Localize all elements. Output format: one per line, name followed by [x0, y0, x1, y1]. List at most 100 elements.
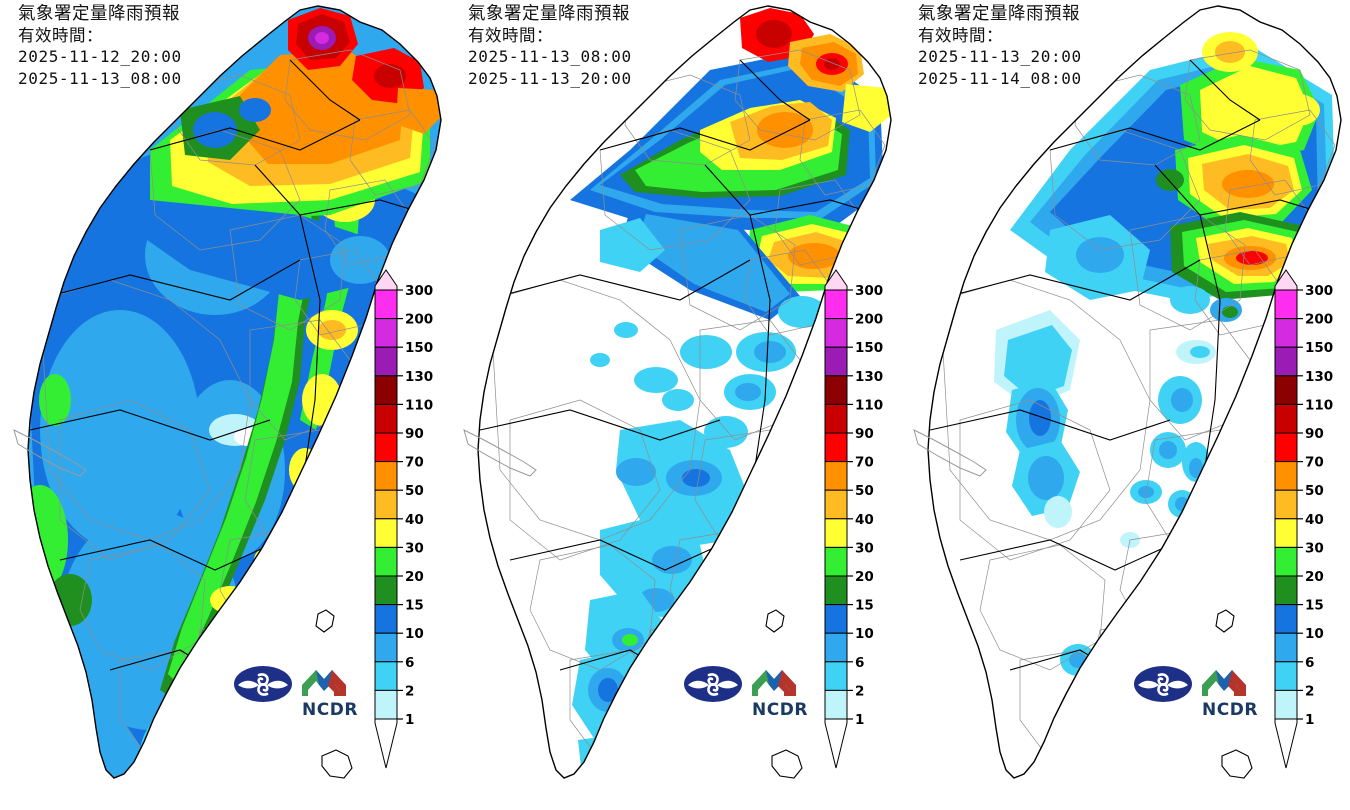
colorbar-tick: 300: [1305, 283, 1333, 299]
colorbar-tick: 15: [855, 598, 874, 614]
rainfall-colorbar: 300 200 150 130 110 90 70 50 40 30 20 15…: [822, 268, 883, 788]
colorbar-ticks: [1297, 289, 1303, 720]
green-island: [1215, 609, 1235, 633]
colorbar-tick: 1: [405, 712, 414, 728]
orchid-island: [321, 749, 353, 779]
colorbar-tick: 200: [855, 312, 883, 328]
colorbar-tick: 150: [855, 340, 883, 356]
penghu-islet: [13, 429, 87, 477]
colorbar-tick: 40: [855, 512, 874, 528]
ncdr-logo: NCDR: [1202, 670, 1258, 720]
orchid-island: [771, 749, 803, 779]
penghu-islet: [913, 429, 987, 477]
taiwan-coastline: [927, 5, 1342, 779]
forecast-panel: 氣象署定量降雨預報 有效時間： 2025-11-12_20:00 2025-11…: [0, 0, 450, 810]
panel-title: 氣象署定量降雨預報: [468, 4, 630, 24]
colorbar-tick: 70: [1305, 455, 1324, 471]
valid-time-to: 2025-11-13_08:00: [18, 68, 182, 88]
colorbar-tick: 20: [855, 569, 874, 585]
colorbar-tick: 90: [855, 426, 874, 442]
colorbar-tick: 20: [1305, 569, 1324, 585]
panel-header: 氣象署定量降雨預報 有效時間： 2025-11-13_20:00 2025-11…: [918, 4, 1082, 89]
colorbar-tick: 1: [1305, 712, 1314, 728]
colorbar-tick: 6: [855, 655, 864, 671]
colorbar-tick: 90: [405, 426, 424, 442]
colorbar-tick: 2: [1305, 683, 1314, 699]
colorbar-tick: 130: [405, 369, 433, 385]
forecast-panel: 氣象署定量降雨預報 有效時間： 2025-11-13_20:00 2025-11…: [900, 0, 1350, 810]
colorbar-tick: 300: [855, 283, 883, 299]
valid-time-from: 2025-11-13_08:00: [468, 47, 632, 66]
colorbar-tick: 50: [855, 483, 874, 499]
colorbar-tick: 50: [405, 483, 424, 499]
colorbar-tick: 30: [405, 540, 424, 556]
logo-group: NCDR: [232, 658, 372, 720]
colorbar-tick: 10: [405, 626, 424, 642]
panel-title: 氣象署定量降雨預報: [18, 4, 180, 24]
ncdr-logo: NCDR: [302, 670, 357, 720]
ncdr-logo-text: NCDR: [1202, 700, 1258, 720]
colorbar-tick: 10: [1305, 626, 1324, 642]
colorbar-tick: 30: [855, 540, 874, 556]
colorbar-tick: 150: [1305, 340, 1333, 356]
logo-group: NCDR: [682, 658, 822, 720]
colorbar-tick: 130: [855, 369, 883, 385]
forecast-panel: 氣象署定量降雨預報 有效時間： 2025-11-13_08:00 2025-11…: [450, 0, 900, 810]
colorbar-tick: 200: [1305, 312, 1333, 328]
ncdr-logo-text: NCDR: [752, 700, 808, 720]
valid-time-from: 2025-11-13_20:00: [918, 47, 1082, 66]
colorbar-tick: 150: [405, 340, 433, 356]
panel-header: 氣象署定量降雨預報 有效時間： 2025-11-13_08:00 2025-11…: [468, 4, 632, 89]
cwa-logo: [684, 666, 742, 702]
colorbar-labels: 300 200 150 130 110 90 70 50 40 30 20 15…: [855, 283, 883, 728]
valid-time-to: 2025-11-13_20:00: [468, 68, 632, 88]
colorbar-tick: 2: [405, 683, 414, 699]
colorbar-tick: 110: [1305, 397, 1333, 413]
colorbar-tick: 1: [855, 712, 864, 728]
colorbar-ticks: [397, 289, 403, 720]
ncdr-logo: NCDR: [752, 670, 808, 720]
penghu-islet: [463, 429, 537, 477]
colorbar-tick: 50: [1305, 483, 1324, 499]
valid-time-to: 2025-11-14_08:00: [918, 68, 1082, 88]
colorbar-tick: 70: [405, 455, 424, 471]
colorbar-tick: 130: [1305, 369, 1333, 385]
logo-group: NCDR: [1132, 658, 1272, 720]
colorbar-tick: 6: [405, 655, 414, 671]
panel-header: 氣象署定量降雨預報 有效時間： 2025-11-12_20:00 2025-11…: [18, 4, 182, 89]
colorbar-tick: 2: [855, 683, 864, 699]
colorbar-tick: 110: [855, 397, 883, 413]
colorbar-tick: 15: [1305, 598, 1324, 614]
valid-time-label: 有效時間：: [468, 26, 553, 45]
colorbar-ticks: [847, 289, 853, 720]
colorbar-tick: 30: [1305, 540, 1324, 556]
colorbar-tick: 200: [405, 312, 433, 328]
taiwan-rainfall-map: [0, 0, 450, 810]
colorbar-tick: 6: [1305, 655, 1314, 671]
panel-title: 氣象署定量降雨預報: [918, 4, 1080, 24]
valid-time-label: 有效時間：: [918, 26, 1003, 45]
taiwan-rainfall-map: [450, 0, 900, 810]
colorbar-tick: 40: [1305, 512, 1324, 528]
valid-time-label: 有效時間：: [18, 26, 103, 45]
colorbar-tick: 70: [855, 455, 874, 471]
colorbar-labels: 300 200 150 130 110 90 70 50 40 30 20 15…: [405, 283, 433, 728]
green-island: [315, 609, 335, 633]
colorbar-tick: 300: [405, 283, 433, 299]
cwa-logo: [234, 666, 292, 702]
colorbar-tick: 110: [405, 397, 433, 413]
rainfall-colorbar: 300 200 150 130 110 90 70 50 40 30 20 15…: [1272, 268, 1333, 788]
green-island: [765, 609, 785, 633]
colorbar-bands: [824, 269, 848, 769]
taiwan-coastline: [27, 5, 442, 779]
colorbar-tick: 40: [405, 512, 424, 528]
taiwan-coastline: [477, 5, 892, 779]
colorbar-bands: [374, 269, 398, 769]
valid-time-from: 2025-11-12_20:00: [18, 47, 182, 66]
colorbar-tick: 20: [405, 569, 424, 585]
taiwan-rainfall-map: [900, 0, 1350, 810]
colorbar-tick: 90: [1305, 426, 1324, 442]
rainfall-colorbar: 300 200 150 130 110 90 70 50 40 30 20 15…: [372, 268, 433, 788]
rainfall-field: [570, 8, 890, 778]
